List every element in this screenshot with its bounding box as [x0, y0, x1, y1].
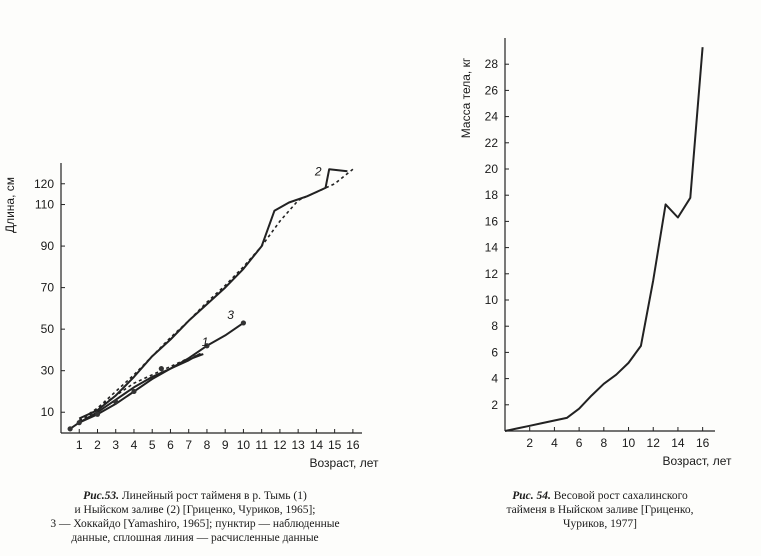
chart1-xtick-label: 6: [576, 436, 583, 450]
chart1-ytick-label: 26: [485, 83, 499, 97]
chart0-ytick-label: 90: [41, 239, 55, 253]
caption-fig53-label: Рис.53.: [83, 490, 119, 502]
caption-fig54-text-3: Чуриков, 1977]: [563, 518, 637, 530]
caption-fig54-label: Рис. 54.: [512, 490, 551, 502]
chart0-xtick-label: 14: [310, 438, 324, 452]
chart0-xtick-label: 2: [94, 438, 101, 452]
chart1-xtick-label: 12: [647, 436, 661, 450]
chart1-ytick-label: 2: [491, 398, 498, 412]
chart0-xtick-label: 6: [167, 438, 174, 452]
caption-fig53-text-1: Линейный рост тайменя в р. Тымь (1): [121, 490, 307, 502]
chart1-ytick-label: 6: [491, 345, 498, 359]
caption-fig53-text-4: данные, сплошная линия — расчисленные да…: [71, 532, 319, 544]
chart0-xtick-label: 15: [328, 438, 342, 452]
caption-fig54: Рис. 54. Весовой рост сахалинского тайме…: [475, 489, 725, 531]
chart0-xtick-label: 8: [204, 438, 211, 452]
chart0-series5-point: [158, 366, 164, 372]
chart0-xlabel: Возраст, лет: [310, 456, 380, 470]
chart0-series-label-3: 3: [227, 308, 234, 322]
chart0-ytick-label: 30: [41, 364, 55, 378]
chart1-ytick-label: 10: [485, 293, 499, 307]
chart0-series-label-2: 2: [314, 164, 322, 178]
caption-fig54-text-2: тайменя в Ныйском заливе [Гриценко,: [506, 504, 694, 516]
chart1-ytick-label: 14: [485, 241, 499, 255]
chart0-xtick-label: 11: [255, 438, 268, 452]
chart1-xtick-label: 16: [696, 436, 710, 450]
chart0-xtick-label: 12: [273, 438, 287, 452]
chart0-xtick-label: 3: [112, 438, 119, 452]
chart0-xtick-label: 4: [131, 438, 138, 452]
chart1-ytick-label: 8: [491, 319, 498, 333]
caption-fig54-line1: Рис. 54. Весовой рост сахалинского: [475, 489, 725, 503]
chart0-ytick-label: 10: [41, 405, 55, 419]
chart0-series-line-3: [78, 168, 348, 420]
chart0-ytick-label: 120: [34, 177, 54, 191]
chart0-ytick-label: 110: [35, 198, 54, 212]
chart1-ytick-label: 28: [485, 57, 499, 71]
chart0-series5-point: [240, 320, 247, 326]
chart0-series-line-2: [78, 168, 354, 422]
chart0-series5-point: [113, 399, 119, 405]
chart1-xtick-label: 10: [622, 436, 636, 450]
chart1-xtick-label: 14: [671, 436, 685, 450]
chart1-ytick-label: 4: [491, 372, 498, 386]
chart0-series5-point: [94, 411, 101, 417]
chart1-ytick-label: 12: [485, 267, 499, 281]
chart0-series-line-4: [69, 322, 244, 430]
chart1-xlabel: Возраст, лет: [663, 454, 733, 468]
chart1-ytick-label: 24: [485, 110, 499, 124]
chart0-xtick-label: 16: [346, 438, 360, 452]
chart0-series5-point: [67, 426, 73, 432]
caption-fig53-text-2: и Ныйском заливе (2) [Гриценко, Чуриков,…: [74, 504, 316, 516]
chart0-series5-point: [204, 343, 210, 349]
chart1-series-line-0: [504, 47, 704, 432]
chart0-xtick-label: 5: [149, 438, 156, 452]
chart1-xtick-label: 8: [600, 436, 607, 450]
chart0-series-label-1: 1: [202, 335, 209, 349]
chart0-series5-point: [131, 388, 137, 395]
chart0-series5-point: [76, 420, 82, 426]
chart0-xtick-label: 13: [291, 438, 305, 452]
chart0-ylabel: Длина, см: [3, 177, 17, 233]
chart0-ytick-label: 50: [41, 322, 55, 336]
caption-fig53-text-3: 3 — Хоккайдо [Yamashiro, 1965]; пунктир …: [50, 518, 340, 530]
chart1-ylabel: Масса тела, кг: [459, 57, 473, 138]
caption-fig54-text-1: Весовой рост сахалинского: [553, 490, 688, 502]
chart0-ytick-label: 70: [41, 281, 55, 295]
chart1-ytick-label: 22: [485, 136, 499, 150]
chart1-ytick-label: 20: [485, 162, 499, 176]
caption-fig53-line1: Рис.53. Линейный рост тайменя в р. Тымь …: [30, 489, 360, 503]
chart0-xtick-label: 1: [76, 438, 83, 452]
chart1-ytick-label: 16: [485, 214, 499, 228]
caption-fig53: Рис.53. Линейный рост тайменя в р. Тымь …: [30, 489, 360, 545]
chart0-xtick-label: 7: [185, 438, 192, 452]
chart1-xtick-label: 4: [551, 436, 558, 450]
chart1-ytick-label: 18: [485, 188, 499, 202]
chart1-xtick-label: 2: [526, 436, 533, 450]
chart0-xtick-label: 9: [222, 438, 229, 452]
chart0-xtick-label: 10: [237, 438, 251, 452]
